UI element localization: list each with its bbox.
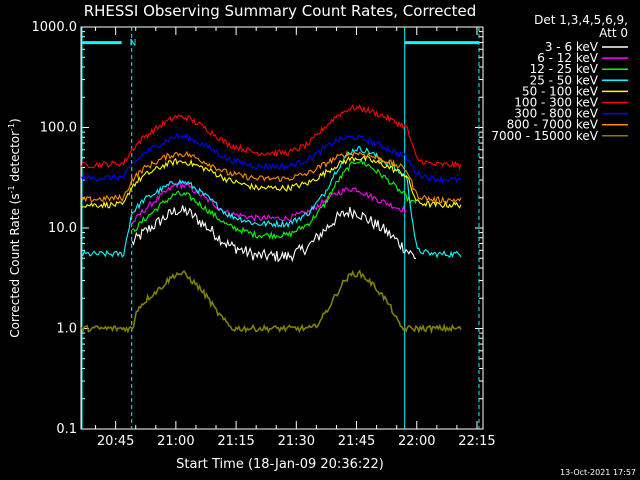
- y-tick-label: 100.0: [40, 121, 77, 136]
- x-tick-label: 21:45: [338, 434, 375, 449]
- legend-header-line: Att 0: [599, 26, 628, 40]
- legend-label: 50 - 100 keV: [522, 84, 599, 98]
- legend-label: 12 - 25 keV: [530, 62, 599, 76]
- x-tick-label: 21:30: [278, 434, 315, 449]
- legend-label: 3 - 6 keV: [545, 40, 599, 54]
- legend-label: 300 - 800 keV: [514, 107, 598, 121]
- y-axis-label: Corrected Count Rate (s-1 detector-1): [7, 118, 22, 337]
- y-tick-label: 10.0: [48, 221, 77, 236]
- series-line-0: [131, 205, 416, 263]
- axis-ticks: 1000.0 100.0 10.0 1.0 0.1 20:45 21:00 21:15 21:3…: [32, 20, 496, 449]
- orbit-annotations: N: [81, 27, 480, 429]
- legend-label: 7000 - 15000 keV: [491, 129, 598, 143]
- series-line-2: [131, 158, 417, 240]
- y-tick-label: 1000.0: [32, 20, 78, 35]
- legend-label: 25 - 50 keV: [530, 73, 599, 87]
- y-tick-label: 1.0: [56, 322, 77, 337]
- y-label-sup: -1: [7, 123, 16, 131]
- series-line-8: [80, 269, 462, 335]
- x-axis-label: Start Time (18-Jan-09 20:36:22): [176, 457, 384, 472]
- series-line-3: [81, 145, 462, 259]
- series-line-4: [81, 155, 462, 209]
- series-line-6: [81, 132, 462, 184]
- plot-frame: [80, 26, 484, 430]
- x-tick-label: 22:00: [398, 434, 435, 449]
- legend-label: 6 - 12 keV: [537, 51, 599, 65]
- x-tick-label: 21:15: [217, 434, 254, 449]
- series-line-1: [131, 181, 407, 225]
- legend-label: 100 - 300 keV: [514, 96, 598, 110]
- legend-header-line: Det 1,3,4,5,6,9,: [534, 13, 628, 27]
- series-line-5: [80, 103, 462, 170]
- chart-title: RHESSI Observing Summary Count Rates, Co…: [84, 2, 477, 20]
- x-tick-label: 20:45: [97, 434, 134, 449]
- x-tick-label: 21:00: [157, 434, 194, 449]
- y-tick-label: 0.1: [56, 422, 77, 437]
- series-line-7: [81, 150, 462, 205]
- y-label-part: detector: [8, 131, 22, 186]
- legend-label: 800 - 7000 keV: [507, 118, 599, 132]
- orbit-bar-label: N: [130, 39, 137, 49]
- footer-timestamp: 13-Oct-2021 17:57: [560, 468, 636, 477]
- series-lines: [80, 103, 462, 335]
- y-label-sup: -1: [7, 185, 16, 193]
- y-label-part: ): [8, 118, 22, 123]
- x-tick-label: 22:15: [458, 434, 495, 449]
- plot-border: [80, 26, 484, 430]
- y-label-part: Corrected Count Rate (s: [8, 193, 22, 337]
